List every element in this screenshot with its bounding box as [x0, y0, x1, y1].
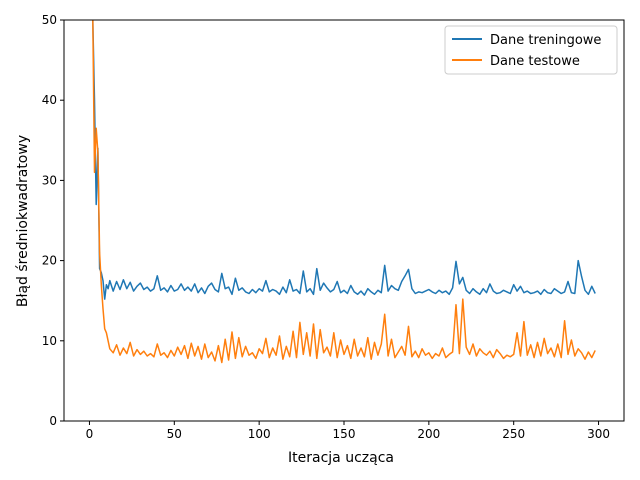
y-tick-label: 10: [42, 334, 57, 348]
x-tick-label: 250: [502, 427, 525, 441]
legend-label-test: Dane testowe: [490, 54, 580, 69]
x-tick-label: 300: [587, 427, 610, 441]
legend-box: [444, 25, 618, 75]
series-line-0: [92, 19, 596, 300]
y-axis: 0 10 20 30 40 50: [42, 13, 64, 428]
x-tick-label: 50: [167, 427, 182, 441]
legend: Dane treningowe Dane testowe: [444, 25, 618, 75]
x-axis: 0 50 100 150 200 250 300: [86, 421, 610, 441]
x-tick-label: 200: [417, 427, 440, 441]
y-tick-label: 0: [49, 414, 57, 428]
x-tick-label: 0: [86, 427, 94, 441]
x-tick-label: 100: [248, 427, 271, 441]
y-tick-label: 40: [42, 93, 57, 107]
plot-area: [92, 19, 596, 364]
series-line-1: [92, 19, 596, 364]
y-tick-label: 50: [42, 13, 57, 27]
y-tick-label: 20: [42, 254, 57, 268]
x-axis-label: Iteracja ucząca: [288, 450, 394, 466]
legend-label-train: Dane treningowe: [490, 33, 601, 48]
y-axis-label: Błąd średniokwadratowy: [15, 135, 31, 307]
y-tick-label: 30: [42, 173, 57, 187]
x-tick-label: 150: [333, 427, 356, 441]
